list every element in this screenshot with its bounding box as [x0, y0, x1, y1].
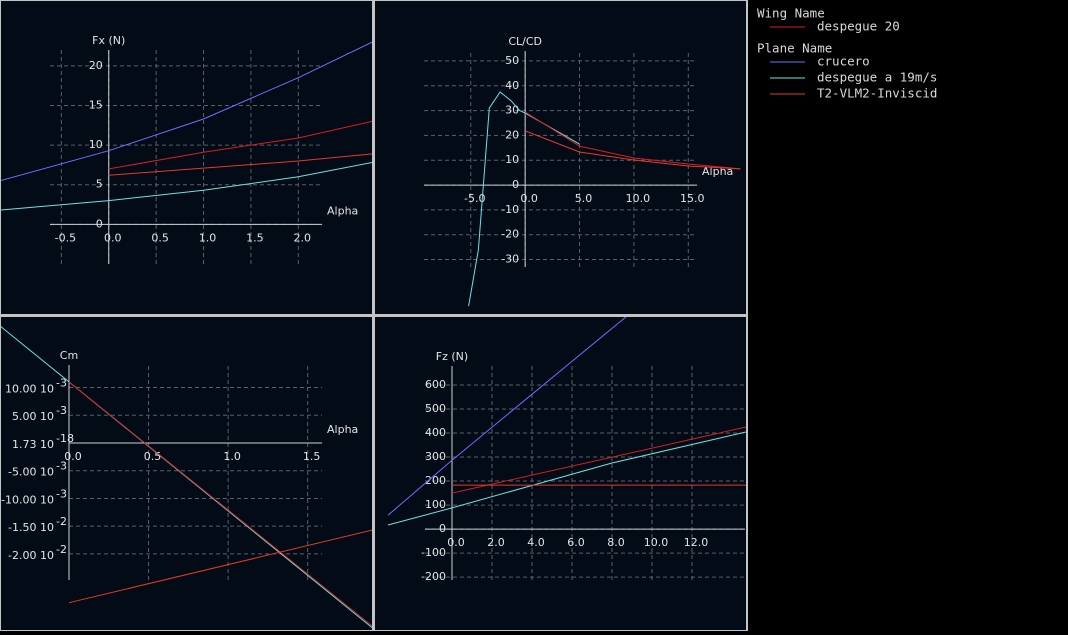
x-tick-label: 12.0	[684, 536, 709, 549]
y-tick-label: 10	[89, 138, 103, 151]
y-tick-label: -5.00 10	[8, 466, 54, 479]
y-tick-label: -2.00 10	[8, 549, 54, 562]
series-line	[68, 381, 372, 627]
x-axis-label: Alpha	[327, 204, 358, 217]
y-tick-label: 50	[505, 54, 519, 67]
x-tick-label: -5.0	[464, 192, 485, 205]
y-tick-label: 20	[505, 128, 519, 141]
y-tick-label: 400	[425, 426, 446, 439]
x-tick-label: 2.0	[294, 231, 312, 244]
y-tick-label: -20	[501, 228, 519, 241]
y-tick-exponent: -3	[56, 376, 67, 389]
legend-group-title: Wing Name	[757, 6, 825, 21]
y-tick-label: 5	[96, 178, 103, 191]
y-tick-label: 0	[512, 178, 519, 191]
x-tick-label: 15.0	[680, 192, 705, 205]
x-tick-label: 1.0	[223, 450, 241, 463]
x-tick-label: 1.5	[303, 450, 321, 463]
y-tick-label: 600	[425, 378, 446, 391]
x-tick-label: 0.5	[151, 231, 169, 244]
graph: 0.0 0.5 1.0 1.510.00 10 -35.00 10 -31.73 10 -1…	[1, 326, 372, 629]
series-line	[468, 91, 580, 307]
x-tick-label: -0.5	[55, 231, 76, 244]
y-tick-exponent: -2	[56, 543, 67, 556]
legend-group-title: Plane Name	[757, 41, 832, 56]
x-tick-label: 4.0	[527, 536, 545, 549]
x-tick-label: 10.0	[626, 192, 651, 205]
y-tick-label: -200	[421, 570, 446, 583]
x-tick-label: 0.0	[104, 231, 122, 244]
y-tick-label: -100	[421, 546, 446, 559]
y-tick-label: 300	[425, 450, 446, 463]
legend-entry: T2-VLM2-Inviscid	[817, 86, 937, 101]
y-tick-label: 20	[89, 59, 103, 72]
y-tick-label: 15	[89, 98, 103, 111]
x-tick-label: 5.0	[575, 192, 593, 205]
y-tick-label: -1.50 10	[8, 521, 54, 534]
y-axis-label: Fz (N)	[436, 350, 468, 363]
series-line	[108, 153, 372, 176]
series-line	[1, 41, 372, 181]
legend-entry: despegue 20	[817, 19, 900, 34]
series-line	[451, 426, 746, 494]
x-tick-label: 0.0	[447, 536, 465, 549]
y-tick-label: 100	[425, 498, 446, 511]
graph-panel[interactable]	[375, 1, 746, 314]
y-tick-label: 500	[425, 402, 446, 415]
series-line	[68, 529, 372, 604]
series-line	[1, 162, 372, 211]
y-tick-exponent: -3	[56, 487, 67, 500]
y-tick-exponent: -18	[56, 432, 74, 445]
y-tick-label: 40	[505, 79, 519, 92]
legend-entry: despegue a 19m/s	[817, 70, 937, 85]
graph: -5.0 0.0 5.0 10.0 15.0 -30 -20 -10 0 10 20 30 40 50 CL…	[424, 35, 741, 307]
legend-entry: crucero	[817, 54, 870, 69]
y-axis-label: Cm	[60, 349, 78, 362]
y-axis-label: Fx (N)	[92, 34, 125, 47]
y-tick-label: -10	[501, 203, 519, 216]
x-tick-label: 1.5	[246, 231, 264, 244]
graph-panel[interactable]	[1, 1, 372, 314]
y-tick-exponent: -3	[56, 404, 67, 417]
y-tick-label: -30	[501, 253, 519, 266]
y-tick-label: -10.00 10	[1, 493, 54, 506]
series-line	[108, 120, 372, 170]
x-tick-label: 1.0	[199, 231, 217, 244]
x-axis-label: Alpha	[327, 423, 358, 436]
y-tick-exponent: -3	[56, 460, 67, 473]
series-line	[524, 111, 741, 170]
y-tick-label: 10	[505, 153, 519, 166]
y-axis-label: CL/CD	[508, 35, 542, 48]
x-tick-label: 0.0	[64, 450, 82, 463]
y-tick-label: 0	[96, 217, 103, 230]
y-tick-label: 1.73 10	[12, 438, 54, 451]
x-tick-label: 0.0	[520, 192, 538, 205]
y-tick-label: 200	[425, 474, 446, 487]
x-tick-label: 8.0	[607, 536, 625, 549]
graph-panel[interactable]	[1, 317, 372, 630]
x-tick-label: 10.0	[644, 536, 669, 549]
x-tick-label: 0.5	[144, 450, 162, 463]
y-tick-exponent: -2	[56, 515, 67, 528]
series-line	[525, 130, 741, 170]
x-tick-label: 6.0	[567, 536, 585, 549]
series-line	[387, 317, 627, 516]
y-tick-label: 5.00 10	[12, 410, 54, 423]
x-tick-label: 2.0	[487, 536, 505, 549]
graph: -0.5 0.0 0.5 1.0 1.5 2.0 0 5 10 15 20 Fx (N) Alpha	[1, 34, 372, 264]
graph: 0.0 2.0 4.0 6.0 8.0 10.0 12.0 -200 -100 0 100 200 30…	[387, 317, 746, 583]
y-tick-label: 30	[505, 104, 519, 117]
y-tick-label: 10.00 10	[5, 382, 54, 395]
y-tick-label: 0	[439, 522, 446, 535]
